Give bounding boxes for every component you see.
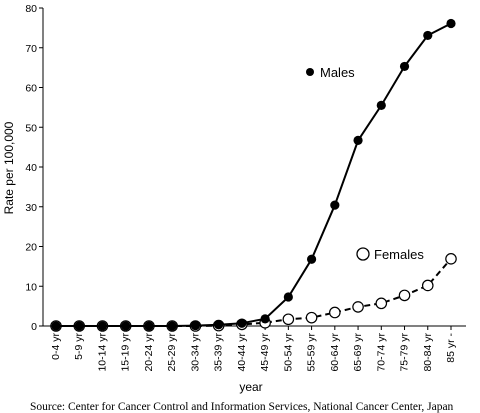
y-tick-label: 0 [31,321,37,333]
data-point-males [144,321,154,331]
legend-females-label: Females [374,247,424,262]
data-point-males [330,200,340,210]
x-tick-label: 35-39 yr [213,333,225,372]
data-point-males [353,135,363,145]
data-point-males [214,320,224,330]
data-point-males [97,321,108,331]
x-tick-label: 20-24 yr [143,333,155,372]
x-tick-label: 60-64 yr [329,333,341,372]
x-tick-label: 50-54 yr [282,333,294,372]
x-axis-label: year [239,380,262,394]
series-layer [50,18,457,332]
x-tick-label: 45-49 yr [259,333,271,372]
x-tick-label: 5-9 yr [73,333,85,360]
series-line-males [56,22,452,327]
data-point-females [352,301,364,313]
x-tick-label: 0-4 yr [50,333,62,360]
data-point-males [74,321,84,331]
x-tick-label: 30-34 yr [189,333,201,372]
y-tick-label: 20 [25,242,37,254]
data-point-females [329,306,341,319]
data-point-males [446,18,456,29]
data-point-males [167,321,177,331]
x-tick-label: 25-29 yr [166,333,178,372]
legend-females-marker [356,247,370,261]
data-point-females [282,313,295,326]
legend-males-marker [306,68,314,76]
y-tick-label: 30 [25,202,37,214]
x-tick-label: 10-14 yr [96,333,108,372]
data-point-females [398,289,411,302]
data-point-males [260,314,270,324]
data-point-males [376,100,386,110]
x-tick-label: 40-44 yr [236,333,248,372]
y-tick-label: 70 [25,43,37,55]
y-axis-ticks: 0 10 20 30 40 50 60 70 80 [25,3,43,333]
x-tick-label: 85 yr - [445,333,457,363]
data-point-males [237,318,247,328]
data-point-females [421,279,434,292]
x-tick-label: 55-59 yr [306,333,318,372]
x-axis-ticks: 0-4 yr 5-9 yr 10-14 yr 15-19 yr 20-24 yr 25-2… [50,326,457,372]
data-point-females [445,253,457,265]
data-point-males [399,61,410,72]
x-tick-label: 70-74 yr [375,333,387,372]
chart-axes [42,8,466,327]
data-point-males [51,321,61,331]
y-tick-label: 10 [25,281,37,293]
data-point-females [305,311,318,324]
y-tick-label: 80 [25,3,37,15]
y-tick-label: 60 [25,83,37,95]
data-point-females [375,297,388,310]
x-tick-label: 75-79 yr [399,333,411,372]
x-tick-label: 65-69 yr [352,333,364,372]
data-point-males [190,321,201,331]
data-point-males [306,254,317,264]
x-tick-label: 15-19 yr [120,333,132,372]
x-tick-label: 80-84 yr [422,333,434,372]
y-axis-label: Rate per 100,000 [2,121,16,214]
source-note: Source: Center for Cancer Control and In… [30,401,454,413]
data-point-males [121,321,131,331]
data-point-males [283,292,293,302]
legend-males-label: Males [320,65,355,80]
data-point-males [423,30,433,41]
legend: Males Females [306,65,424,262]
series-line-females [56,258,452,327]
y-tick-label: 40 [25,162,37,174]
y-tick-label: 50 [25,122,37,134]
